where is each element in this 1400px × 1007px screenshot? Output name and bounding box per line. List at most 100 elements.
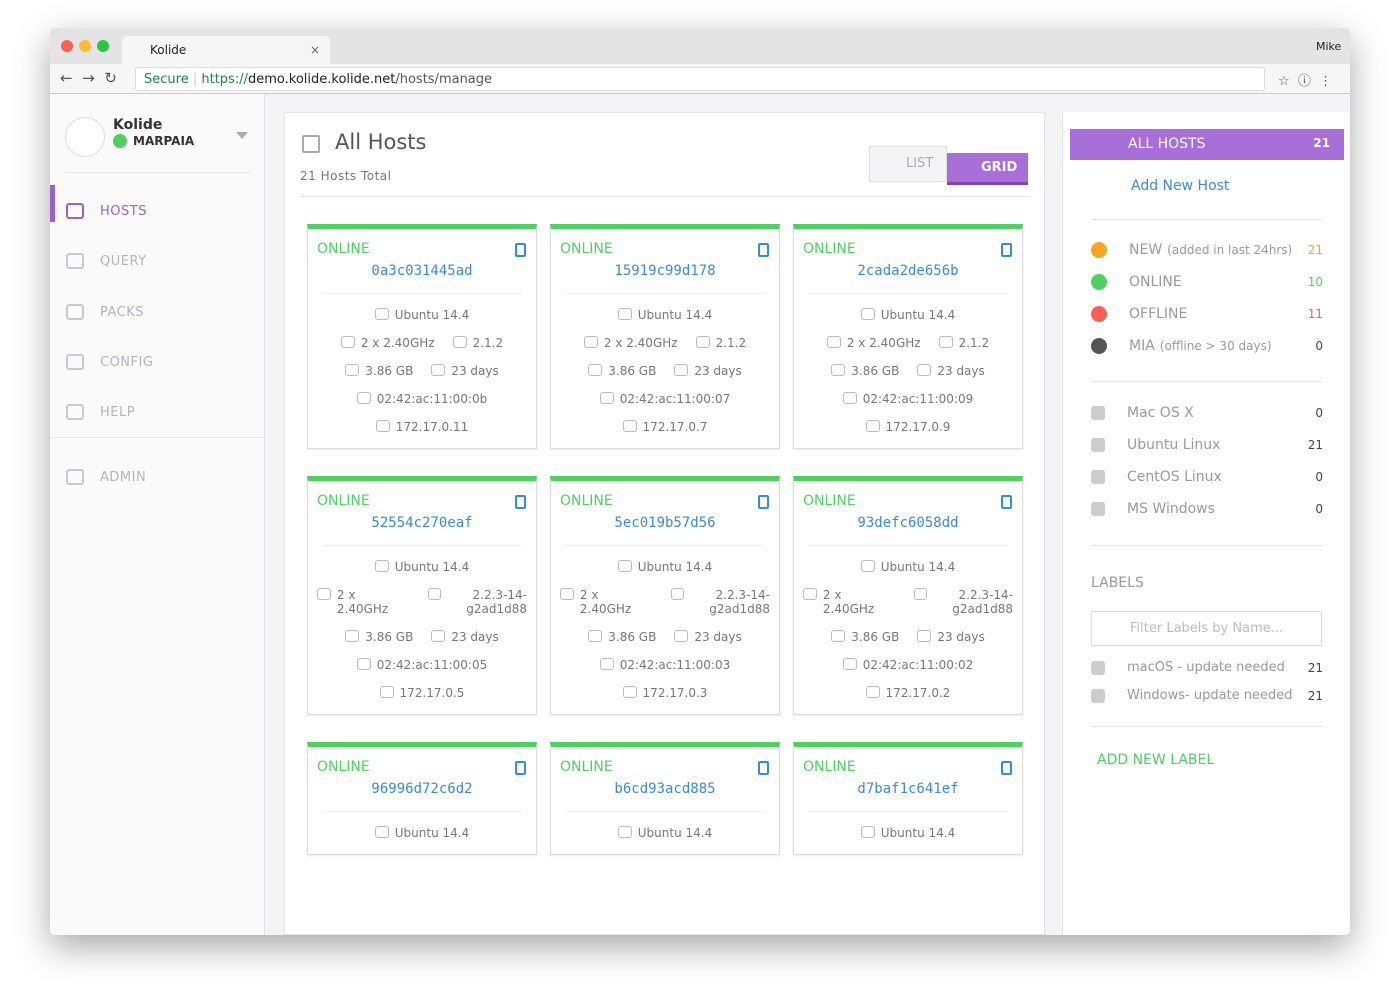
host-uptime: 23 days xyxy=(694,364,742,378)
host-name[interactable]: 52554c270eaf xyxy=(322,515,522,546)
filter-row[interactable]: MIA (offline > 30 days) 0 xyxy=(1091,338,1323,354)
browser-tab[interactable]: Kolide × xyxy=(122,36,330,64)
separator xyxy=(1091,381,1322,382)
host-name[interactable]: 2cada2de656b xyxy=(808,263,1008,294)
label-search[interactable]: Filter Labels by Name... xyxy=(1091,611,1322,646)
host-memory: 3.86 GB xyxy=(365,364,414,378)
host-os-item: Ubuntu 14.4 xyxy=(860,560,955,574)
host-memory-icon xyxy=(345,630,360,642)
host-ip: 172.17.0.2 xyxy=(885,686,951,700)
detail-row: 2 x 2.40GHz 2.2.3-14-g2ad1d88 xyxy=(803,588,1013,616)
host-name[interactable]: d7baf1c641ef xyxy=(808,781,1008,812)
host-memory-item: 3.86 GB xyxy=(831,630,899,644)
host-card[interactable]: ONLINE d7baf1c641ef Ubuntu 14.4 xyxy=(793,742,1023,855)
detail-row: Ubuntu 14.4 xyxy=(803,308,1013,322)
host-uptime: 23 days xyxy=(451,364,499,378)
filter-row[interactable]: CentOS Linux 0 xyxy=(1091,469,1323,485)
filter-icon xyxy=(1091,660,1105,675)
filter-row[interactable]: Mac OS X 0 xyxy=(1091,405,1323,421)
db-icon xyxy=(758,243,769,257)
tab-close[interactable]: × xyxy=(309,43,320,57)
detail-row: 2 x 2.40GHz 2.1.2 xyxy=(317,336,527,350)
filter-note: (added in last 24hrs) xyxy=(1167,243,1293,257)
host-uptime-icon xyxy=(917,630,932,642)
host-os: Ubuntu 14.4 xyxy=(394,826,470,840)
filter-icon xyxy=(1091,688,1105,703)
filter-row[interactable]: ONLINE 10 xyxy=(1091,274,1323,290)
host-card[interactable]: ONLINE 52554c270eaf Ubuntu 14.4 2 x 2.40GHz… xyxy=(307,476,537,715)
host-mac-item: 02:42:ac:11:00:09 xyxy=(842,392,973,406)
nav-buttons[interactable]: ← → ↻ xyxy=(60,69,117,87)
host-ip-item: 172.17.0.3 xyxy=(622,686,707,700)
host-cpu: 2 x 2.40GHz xyxy=(846,336,921,350)
detail-row: 3.86 GB 23 days xyxy=(560,630,770,644)
filter-row[interactable]: Ubuntu Linux 21 xyxy=(1091,437,1323,453)
close-button[interactable] xyxy=(61,40,73,52)
host-card[interactable]: ONLINE 93defc6058dd Ubuntu 14.4 2 x 2.40GHz… xyxy=(793,476,1023,715)
filter-row[interactable]: NEW (added in last 24hrs) 21 xyxy=(1091,242,1323,258)
detail-row: Ubuntu 14.4 xyxy=(803,560,1013,574)
minimize-button[interactable] xyxy=(79,40,91,52)
nav-icon xyxy=(66,253,84,269)
host-card[interactable]: ONLINE 0a3c031445ad Ubuntu 14.4 2 x 2.40GHz… xyxy=(307,224,537,449)
host-version-item: 2.2.3-14-g2ad1d88 xyxy=(913,588,1013,616)
host-card[interactable]: ONLINE 5ec019b57d56 Ubuntu 14.4 2 x 2.40GHz… xyxy=(550,476,780,715)
host-memory: 3.86 GB xyxy=(365,630,414,644)
host-ip: 172.17.0.11 xyxy=(395,420,469,434)
filter-count: 0 xyxy=(1315,470,1323,484)
detail-row: 2 x 2.40GHz 2.1.2 xyxy=(560,336,770,350)
url-field[interactable]: Secure | https://demo.kolide.kolide.net/… xyxy=(135,67,1265,91)
filter-row[interactable]: macOS - update needed 21 xyxy=(1091,660,1323,675)
separator xyxy=(1091,545,1322,546)
grid-toggle[interactable]: GRID xyxy=(947,153,1028,185)
host-cpu-item: 2 x 2.40GHz xyxy=(340,336,435,350)
nav-item[interactable]: HELP xyxy=(100,405,136,420)
host-card[interactable]: ONLINE b6cd93acd885 Ubuntu 14.4 xyxy=(550,742,780,855)
host-mac-icon xyxy=(842,658,857,670)
add-label-link[interactable]: ADD NEW LABEL xyxy=(1097,752,1215,768)
host-uptime-icon xyxy=(431,364,446,376)
host-name[interactable]: 0a3c031445ad xyxy=(322,263,522,294)
host-uptime-icon xyxy=(674,630,689,642)
all-hosts-filter[interactable]: ALL HOSTS 21 xyxy=(1070,129,1344,160)
host-name[interactable]: 5ec019b57d56 xyxy=(565,515,765,546)
filter-count: 0 xyxy=(1315,406,1323,420)
host-version: 2.2.3-14-g2ad1d88 xyxy=(466,588,527,616)
nav-item[interactable]: HOSTS xyxy=(100,204,147,219)
detail-row: Ubuntu 14.4 xyxy=(317,560,527,574)
host-version: 2.2.3-14-g2ad1d88 xyxy=(952,588,1013,616)
filter-row[interactable]: OFFLINE 11 xyxy=(1091,306,1323,322)
filter-label: macOS - update needed xyxy=(1127,660,1285,675)
host-memory: 3.86 GB xyxy=(851,630,900,644)
host-ip-icon xyxy=(375,420,390,432)
host-name[interactable]: 15919c99d178 xyxy=(565,263,765,294)
host-cpu-icon xyxy=(340,336,355,348)
host-name[interactable]: 96996d72c6d2 xyxy=(322,781,522,812)
nav-item[interactable]: PACKS xyxy=(100,305,145,320)
filter-row[interactable]: MS Windows 0 xyxy=(1091,501,1323,517)
host-status: ONLINE xyxy=(803,759,856,775)
nav-icon xyxy=(66,354,84,370)
browser-window: Kolide × Mike ← → ↻ Secure | https://demo… xyxy=(50,28,1350,935)
host-os-item: Ubuntu 14.4 xyxy=(617,560,712,574)
list-toggle[interactable]: LIST xyxy=(869,146,947,182)
host-name[interactable]: b6cd93acd885 xyxy=(565,781,765,812)
filter-row[interactable]: Windows- update needed 21 xyxy=(1091,688,1323,703)
host-name[interactable]: 93defc6058dd xyxy=(808,515,1008,546)
host-os-item: Ubuntu 14.4 xyxy=(374,308,469,322)
host-card[interactable]: ONLINE 15919c99d178 Ubuntu 14.4 2 x 2.40GHz… xyxy=(550,224,780,449)
nav-item[interactable]: QUERY xyxy=(100,254,147,269)
detail-row: Ubuntu 14.4 xyxy=(803,826,1013,840)
org-menu-caret[interactable] xyxy=(236,132,248,145)
host-card[interactable]: ONLINE 96996d72c6d2 Ubuntu 14.4 xyxy=(307,742,537,855)
browser-actions[interactable]: ☆ ⓘ ⋮ xyxy=(1278,74,1333,89)
host-os-icon xyxy=(860,826,875,838)
host-card[interactable]: ONLINE 2cada2de656b Ubuntu 14.4 2 x 2.40GHz… xyxy=(793,224,1023,449)
nav-item[interactable]: CONFIG xyxy=(100,355,154,370)
host-version-item: 2.1.2 xyxy=(938,336,989,350)
filter-label: Windows- update needed xyxy=(1127,688,1293,703)
zoom-button[interactable] xyxy=(97,40,109,52)
add-host-link[interactable]: Add New Host xyxy=(1131,178,1230,194)
detail-row: 3.86 GB 23 days xyxy=(317,364,527,378)
nav-item[interactable]: ADMIN xyxy=(100,470,147,485)
